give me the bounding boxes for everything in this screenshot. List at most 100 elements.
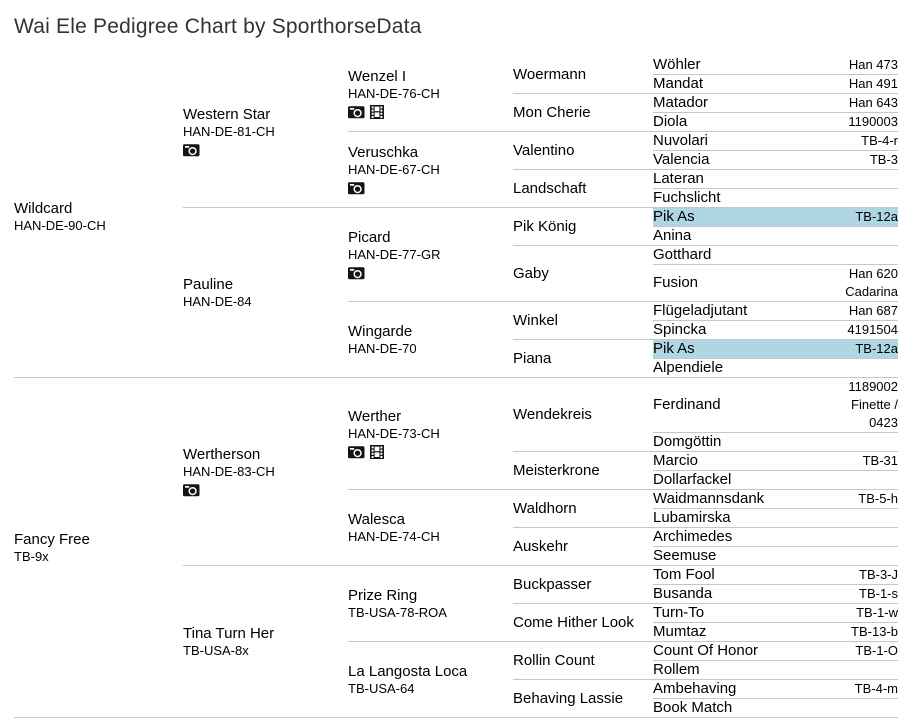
horse-name[interactable]: Alpendiele	[653, 359, 724, 376]
gen5-number-cell: TB-13-b	[805, 622, 898, 642]
horse-name[interactable]: Pik As	[653, 208, 695, 225]
gen3-node-la-langosta-loca: La Langosta Loca TB-USA-64	[348, 641, 513, 718]
horse-name[interactable]: Nuvolari	[653, 132, 709, 149]
horse-name[interactable]: Turn-To	[653, 604, 705, 621]
horse-reg: HAN-DE-70	[348, 340, 417, 356]
horse-name[interactable]: Wöhler	[653, 56, 701, 73]
photo-icon[interactable]	[348, 181, 365, 195]
horse-name[interactable]: Diola	[653, 113, 688, 130]
gen3-node-prize-ring: Prize Ring TB-USA-78-ROA	[348, 565, 513, 642]
horse-name[interactable]: Count Of Honor	[653, 642, 759, 659]
horse-name[interactable]: Wertherson	[183, 445, 261, 463]
horse-name[interactable]: Wendekreis	[513, 405, 592, 423]
film-icon[interactable]	[370, 445, 384, 459]
horse-name[interactable]: Tina Turn Her	[183, 624, 275, 642]
horse-name[interactable]: La Langosta Loca	[348, 662, 468, 680]
horse-name[interactable]: Flügeladjutant	[653, 302, 748, 319]
horse-name[interactable]: Behaving Lassie	[513, 689, 624, 707]
photo-icon[interactable]	[348, 105, 365, 119]
horse-name[interactable]: Anina	[653, 227, 692, 244]
gen5-number-cell: 1190003	[805, 112, 898, 132]
photo-icon[interactable]	[183, 143, 200, 157]
horse-name[interactable]: Archimedes	[653, 528, 733, 545]
gen5-number-cell	[805, 245, 898, 265]
media-icons	[348, 181, 513, 196]
horse-name[interactable]: Wingarde	[348, 322, 413, 340]
gen5-name-cell: Mandat	[653, 74, 805, 94]
horse-name[interactable]: Seemuse	[653, 547, 717, 564]
horse-name[interactable]: Mon Cherie	[513, 103, 591, 121]
horse-name[interactable]: Valentino	[513, 141, 575, 159]
horse-reg: HAN-DE-84	[183, 293, 252, 309]
horse-name[interactable]: Western Star	[183, 105, 271, 123]
horse-name[interactable]: Wildcard	[14, 199, 73, 217]
media-icons	[348, 266, 513, 281]
gen5-name-cell: Archimedes	[653, 527, 805, 547]
horse-name[interactable]: Rollin Count	[513, 651, 595, 669]
horse-name[interactable]: Winkel	[513, 311, 559, 329]
horse-name[interactable]: Mandat	[653, 75, 704, 92]
horse-name[interactable]: Waldhorn	[513, 499, 577, 517]
horse-name[interactable]: Ferdinand	[653, 396, 721, 413]
gen5-name-cell: Wöhler	[653, 56, 805, 75]
gen1-node-wildcard: Wildcard HAN-DE-90-CH	[14, 56, 183, 378]
horse-name[interactable]: Veruschka	[348, 143, 419, 161]
horse-name[interactable]: Gotthard	[653, 246, 712, 263]
gen5-name-cell: Flügeladjutant	[653, 301, 805, 321]
horse-name[interactable]: Werther	[348, 407, 402, 425]
gen5-name-cell: Seemuse	[653, 546, 805, 566]
gen4-node: Woermann	[513, 56, 653, 94]
horse-name[interactable]: Fusion	[653, 274, 699, 291]
horse-name[interactable]: Meisterkrone	[513, 461, 600, 479]
horse-name[interactable]: Dollarfackel	[653, 471, 732, 488]
horse-name[interactable]: Pik König	[513, 217, 577, 235]
gen5-name-cell: Dollarfackel	[653, 470, 805, 490]
gen2-node-pauline: Pauline HAN-DE-84	[183, 207, 348, 378]
horse-name[interactable]: Picard	[348, 228, 391, 246]
media-icons	[183, 483, 348, 498]
film-icon[interactable]	[370, 105, 384, 119]
gen4-node: Come Hither Look	[513, 603, 653, 642]
photo-icon[interactable]	[183, 483, 200, 497]
gen5-number-cell: TB-4-r	[805, 131, 898, 151]
horse-name[interactable]: Book Match	[653, 699, 733, 716]
horse-name[interactable]: Matador	[653, 94, 709, 111]
gen5-name-cell: Rollem	[653, 660, 805, 680]
horse-name[interactable]: Marcio	[653, 452, 699, 469]
horse-name[interactable]: Pik As	[653, 340, 695, 357]
horse-name[interactable]: Domgöttin	[653, 433, 722, 450]
gen5-name-cell: Anina	[653, 226, 805, 246]
horse-name[interactable]: Lateran	[653, 170, 704, 187]
horse-name[interactable]: Auskehr	[513, 537, 569, 555]
horse-name[interactable]: Fancy Free	[14, 530, 90, 548]
horse-name[interactable]: Spincka	[653, 321, 707, 338]
horse-name[interactable]: Ambehaving	[653, 680, 737, 697]
gen5-number-cell: TB-1-w	[805, 603, 898, 623]
horse-name[interactable]: Lubamirska	[653, 509, 731, 526]
photo-icon[interactable]	[348, 266, 365, 280]
horse-name[interactable]: Wenzel I	[348, 67, 407, 85]
horse-name[interactable]: Pauline	[183, 275, 234, 293]
horse-name[interactable]: Landschaft	[513, 179, 587, 197]
horse-name[interactable]: Busanda	[653, 585, 713, 602]
horse-name[interactable]: Rollem	[653, 661, 700, 678]
horse-name[interactable]: Walesca	[348, 510, 405, 528]
horse-name[interactable]: Gaby	[513, 264, 549, 282]
horse-name[interactable]: Tom Fool	[653, 566, 715, 583]
horse-name[interactable]: Mumtaz	[653, 623, 707, 640]
gen5-name-cell: Fuchslicht	[653, 188, 805, 208]
horse-name[interactable]: Come Hither Look	[513, 613, 634, 631]
horse-name[interactable]: Woermann	[513, 65, 587, 83]
horse-name[interactable]: Piana	[513, 349, 552, 367]
gen5-number-cell: TB-12a	[805, 339, 898, 359]
gen2-node-tina-turn-her: Tina Turn Her TB-USA-8x	[183, 565, 348, 718]
horse-name[interactable]: Valencia	[653, 151, 710, 168]
horse-name[interactable]: Waidmannsdank	[653, 490, 765, 507]
horse-name[interactable]: Prize Ring	[348, 586, 418, 604]
photo-icon[interactable]	[348, 445, 365, 459]
gen3-node-wenzel-i: Wenzel I HAN-DE-76-CH	[348, 56, 513, 132]
horse-name[interactable]: Buckpasser	[513, 575, 592, 593]
gen4-node: Behaving Lassie	[513, 679, 653, 718]
horse-name[interactable]: Fuchslicht	[653, 189, 721, 206]
gen5-name-cell: Alpendiele	[653, 358, 805, 378]
